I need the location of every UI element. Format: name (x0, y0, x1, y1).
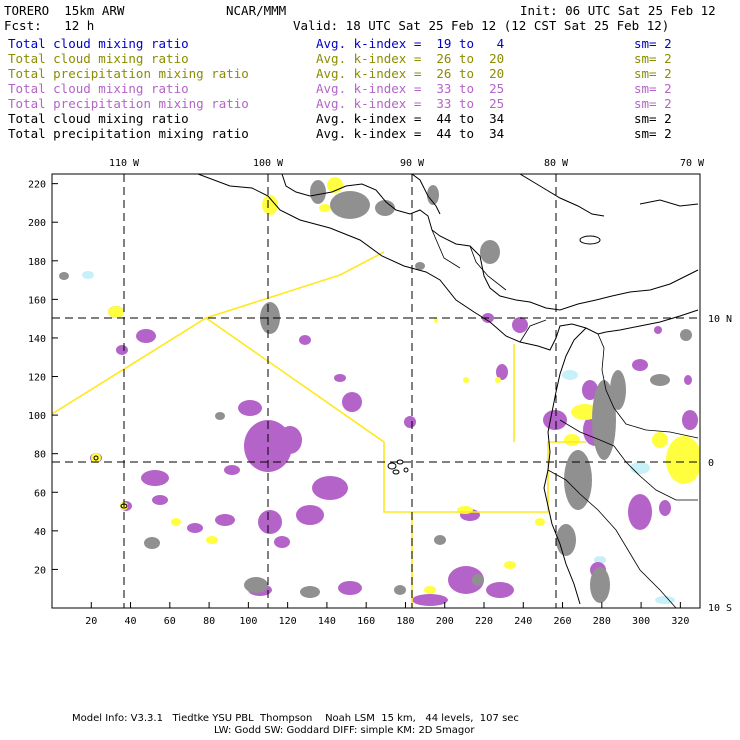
header-center: NCAR/MMM (226, 3, 287, 18)
legend-sm-1: sm= 2 (634, 51, 672, 66)
longitude-label: 100 W (253, 158, 284, 169)
legend-field-6: Total precipitation mixing ratio (8, 126, 249, 141)
x-tick-label: 240 (514, 616, 532, 627)
x-tick-label: 280 (593, 616, 611, 627)
legend-field-0: Total cloud mixing ratio (8, 36, 189, 51)
legend-kindex-1: Avg. k-index = 26 to 20 (316, 51, 505, 66)
latitude-labels: 10 N 0 10 S (708, 314, 732, 614)
x-tick-label: 140 (318, 616, 336, 627)
x-tick-label: 260 (554, 616, 572, 627)
legend-kindex-4: Avg. k-index = 33 to 25 (316, 96, 505, 111)
legend-sm-5: sm= 2 (634, 111, 672, 126)
footer-model-info: Model Info: V3.3.1 Tiedtke YSU PBL Thomp… (72, 713, 519, 724)
x-tick-label: 220 (475, 616, 493, 627)
gray-convection-patches (59, 180, 692, 603)
y-tick-label: 220 (28, 180, 46, 191)
legend-sm-4: sm= 2 (634, 96, 672, 111)
x-tick-label: 320 (671, 616, 689, 627)
y-tick-label: 80 (34, 450, 46, 461)
x-tick-label: 80 (203, 616, 215, 627)
x-tick-label: 20 (85, 616, 97, 627)
y-tick-label: 60 (34, 488, 46, 499)
y-tick-label: 140 (28, 334, 46, 345)
legend-field-2: Total precipitation mixing ratio (8, 66, 249, 81)
legend-sm-0: sm= 2 (634, 36, 672, 51)
yellow-cloud-patches (91, 177, 700, 594)
legend-kindex-3: Avg. k-index = 33 to 25 (316, 81, 505, 96)
x-tick-label: 60 (164, 616, 176, 627)
longitude-labels: 110 W 100 W 90 W 80 W 70 W (109, 158, 705, 169)
coastlines (93, 174, 699, 608)
legend-sm-6: sm= 2 (634, 126, 672, 141)
x-tick-label: 300 (632, 616, 650, 627)
y-tick-label: 160 (28, 295, 46, 306)
header-valid: Valid: 18 UTC Sat 25 Feb 12 (12 CST Sat … (293, 18, 670, 33)
longitude-label: 80 W (544, 158, 569, 169)
y-tick-label: 100 (28, 411, 46, 422)
y-tick-label: 120 (28, 373, 46, 384)
x-tick-label: 40 (125, 616, 137, 627)
legend-kindex-0: Avg. k-index = 19 to 4 (316, 36, 505, 51)
map-content (52, 174, 700, 608)
legend-field-3: Total cloud mixing ratio (8, 81, 189, 96)
y-tick-label: 40 (34, 527, 46, 538)
x-tick-label: 100 (239, 616, 257, 627)
legend-field-5: Total cloud mixing ratio (8, 111, 189, 126)
x-tick-label: 180 (396, 616, 414, 627)
x-tick-label: 200 (436, 616, 454, 627)
legend-field-4: Total precipitation mixing ratio (8, 96, 249, 111)
longitude-label: 110 W (109, 158, 140, 169)
legend-kindex-2: Avg. k-index = 26 to 20 (316, 66, 505, 81)
latitude-label: 10 S (708, 603, 732, 614)
x-axis-ticks: 20 40 60 80 100 120 140 160 180 200 220 240 260 280 30… (85, 602, 689, 627)
legend-sm-2: sm= 2 (634, 66, 672, 81)
latlon-grid (52, 174, 700, 608)
header-init: Init: 06 UTC Sat 25 Feb 12 (520, 3, 716, 18)
longitude-label: 70 W (680, 158, 705, 169)
latitude-label: 0 (708, 458, 714, 469)
legend-field-1: Total cloud mixing ratio (8, 51, 189, 66)
footer-physics-info: LW: Godd SW: Goddard DIFF: simple KM: 2D… (214, 725, 475, 736)
legend-kindex-6: Avg. k-index = 44 to 34 (316, 126, 505, 141)
header-model: TORERO 15km ARW (4, 3, 125, 18)
latitude-label: 10 N (708, 314, 732, 325)
y-tick-label: 200 (28, 218, 46, 229)
cyan-patches (82, 271, 675, 604)
purple-precip-patches (90, 306, 698, 606)
legend-kindex-5: Avg. k-index = 44 to 34 (316, 111, 505, 126)
longitude-label: 90 W (400, 158, 425, 169)
y-tick-label: 180 (28, 257, 46, 268)
x-tick-label: 120 (279, 616, 297, 627)
map-frame (51, 173, 701, 609)
y-axis-ticks: 220 200 180 160 140 120 100 80 60 40 20 (28, 180, 58, 576)
header-fcst: Fcst: 12 h (4, 18, 95, 33)
legend-sm-3: sm= 2 (634, 81, 672, 96)
y-tick-label: 20 (34, 565, 46, 576)
x-tick-label: 160 (357, 616, 375, 627)
